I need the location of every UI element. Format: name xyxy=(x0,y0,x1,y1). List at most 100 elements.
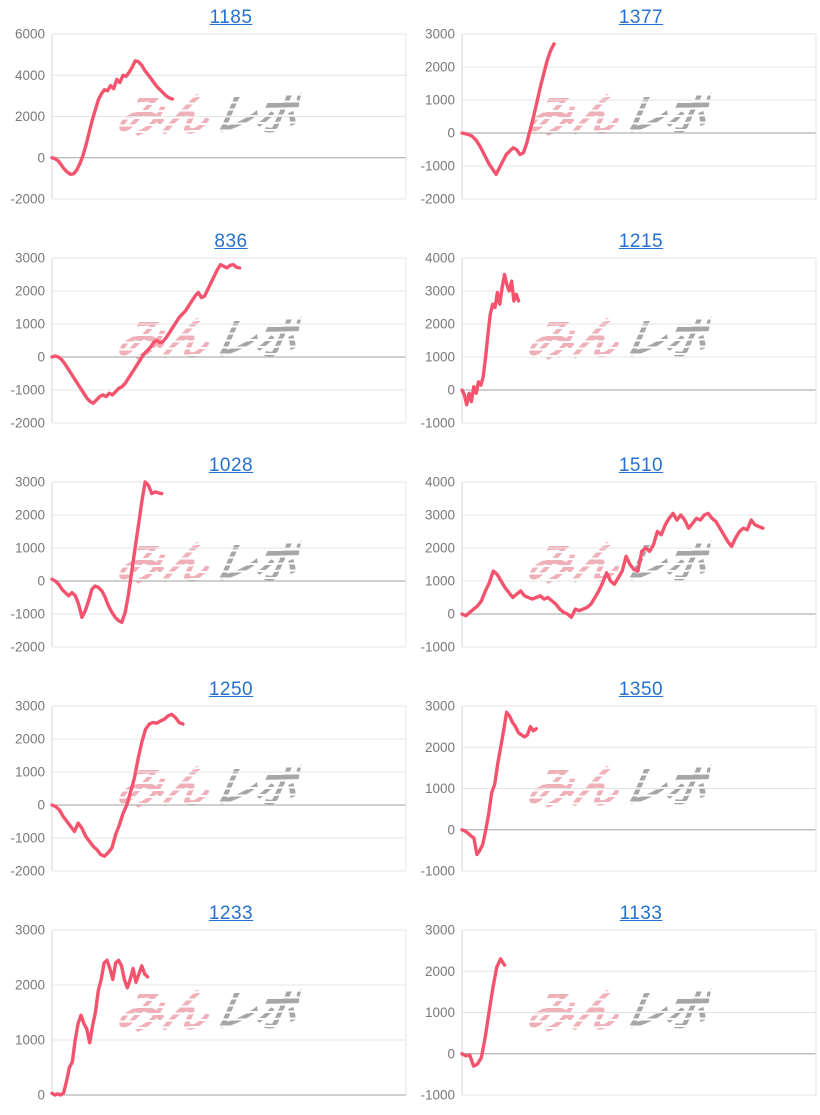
chart-title-link[interactable]: 836 xyxy=(214,231,248,252)
y-tick-label: 2000 xyxy=(425,740,455,755)
y-tick-label: 2000 xyxy=(15,284,45,299)
y-tick-label: 2000 xyxy=(15,732,45,747)
chart-card-1215: 1215 みんレポ 4000 3000 2000 1000 0 -1000 xyxy=(410,224,820,448)
y-tick-label: 4000 xyxy=(425,475,455,490)
chart-title-row: 1510 xyxy=(410,448,820,476)
profit-line xyxy=(460,710,539,857)
y-tick-label: 6000 xyxy=(15,27,45,42)
chart-title-row: 1350 xyxy=(410,672,820,700)
y-tick-label: 1000 xyxy=(15,541,45,556)
y-tick-label: -2000 xyxy=(10,640,45,655)
y-tick-label: 4000 xyxy=(425,251,455,266)
y-tick-label: 2000 xyxy=(15,508,45,523)
chart-card-1510: 1510 みんレポ 4000 3000 2000 1000 0 -1000 xyxy=(410,448,820,672)
line-chart: 3000 2000 1000 0 -1000 xyxy=(420,923,817,1103)
chart-title-link[interactable]: 1250 xyxy=(208,679,254,700)
profit-line xyxy=(460,957,507,1068)
line-chart: 3000 2000 1000 0 -1000 -2000 xyxy=(10,475,407,655)
chart-title-row: 1250 xyxy=(0,672,410,700)
line-chart: 4000 3000 2000 1000 0 -1000 xyxy=(420,475,817,655)
y-tick-label: 1000 xyxy=(425,574,455,589)
y-tick-label: 3000 xyxy=(15,251,45,266)
chart-title-link[interactable]: 1185 xyxy=(209,7,253,28)
y-tick-label: 0 xyxy=(447,822,455,837)
y-tick-label: -2000 xyxy=(10,416,45,431)
chart-title-row: 1233 xyxy=(0,896,410,924)
y-tick-label: 1000 xyxy=(425,1005,455,1020)
y-tick-label: 2000 xyxy=(15,109,45,124)
y-tick-label: 0 xyxy=(447,126,455,141)
line-chart: 3000 2000 1000 0 xyxy=(15,923,407,1103)
profit-line xyxy=(460,42,556,177)
profit-line xyxy=(460,511,765,620)
y-tick-label: 0 xyxy=(37,350,45,365)
line-chart: 6000 4000 2000 0 -2000 xyxy=(10,27,407,207)
profit-line xyxy=(50,712,185,858)
y-tick-label: 1000 xyxy=(15,1033,45,1048)
y-tick-label: 3000 xyxy=(425,27,455,42)
chart-card-1133: 1133 みんレポ 3000 2000 1000 0 -1000 xyxy=(410,896,820,1115)
y-tick-label: 1000 xyxy=(15,317,45,332)
y-tick-label: -1000 xyxy=(420,640,455,655)
chart-card-1350: 1350 みんレポ 3000 2000 1000 0 -1000 xyxy=(410,672,820,896)
chart-title-row: 1028 xyxy=(0,448,410,476)
y-tick-label: 1000 xyxy=(425,93,455,108)
y-tick-label: -1000 xyxy=(10,383,45,398)
y-tick-label: 1000 xyxy=(425,781,455,796)
y-tick-label: 3000 xyxy=(15,475,45,490)
y-tick-label: 1000 xyxy=(425,350,455,365)
chart-title-row: 1133 xyxy=(410,896,820,924)
chart-title-link[interactable]: 1233 xyxy=(208,903,254,924)
y-tick-label: 0 xyxy=(37,574,45,589)
line-chart: 4000 3000 2000 1000 0 -1000 xyxy=(420,251,817,431)
chart-card-836: 836 みんレポ 3000 2000 1000 0 -1000 -2000 xyxy=(0,224,410,448)
y-tick-label: 2000 xyxy=(425,60,455,75)
y-tick-label: 0 xyxy=(37,798,45,813)
chart-title-link[interactable]: 1028 xyxy=(208,455,254,476)
y-tick-label: -1000 xyxy=(420,1088,455,1103)
chart-title-row: 836 xyxy=(0,224,410,252)
y-tick-label: 3000 xyxy=(425,923,455,938)
profit-line xyxy=(50,958,150,1097)
chart-card-1250: 1250 みんレポ 3000 2000 1000 0 -1000 -2000 xyxy=(0,672,410,896)
profit-line xyxy=(50,480,164,625)
chart-title-link[interactable]: 1377 xyxy=(618,7,664,28)
line-chart: 3000 2000 1000 0 -1000 -2000 xyxy=(10,251,407,431)
y-tick-label: -1000 xyxy=(10,607,45,622)
chart-card-1185: 1185 みんレポ 6000 4000 2000 0 -2000 xyxy=(0,0,410,224)
profit-line xyxy=(50,59,175,177)
y-tick-label: 4000 xyxy=(15,68,45,83)
chart-title-link[interactable]: 1510 xyxy=(618,455,664,476)
chart-title-row: 1185 xyxy=(0,0,410,28)
chart-title-row: 1215 xyxy=(410,224,820,252)
y-tick-label: 0 xyxy=(447,607,455,622)
chart-title-link[interactable]: 1133 xyxy=(619,903,663,924)
y-tick-label: -2000 xyxy=(10,864,45,879)
profit-line xyxy=(460,272,521,407)
chart-card-1377: 1377 みんレポ 3000 2000 1000 0 -1000 -2000 xyxy=(410,0,820,224)
chart-title-link[interactable]: 1215 xyxy=(618,231,664,252)
y-tick-label: 0 xyxy=(37,150,45,165)
y-tick-label: 0 xyxy=(447,383,455,398)
line-chart: 3000 2000 1000 0 -1000 -2000 xyxy=(420,27,817,207)
y-tick-label: -1000 xyxy=(420,864,455,879)
y-tick-label: -1000 xyxy=(420,159,455,174)
y-tick-label: 0 xyxy=(447,1046,455,1061)
line-chart: 3000 2000 1000 0 -1000 xyxy=(420,699,817,879)
y-tick-label: 2000 xyxy=(425,317,455,332)
y-tick-label: 2000 xyxy=(15,978,45,993)
chart-title-link[interactable]: 1350 xyxy=(618,679,664,700)
y-tick-label: 3000 xyxy=(425,284,455,299)
y-tick-label: -2000 xyxy=(10,192,45,207)
y-tick-label: 3000 xyxy=(15,699,45,714)
y-tick-label: -2000 xyxy=(420,192,455,207)
y-tick-label: 1000 xyxy=(15,765,45,780)
line-chart: 3000 2000 1000 0 -1000 -2000 xyxy=(10,699,407,879)
y-tick-label: 0 xyxy=(37,1088,45,1103)
y-tick-label: -1000 xyxy=(10,831,45,846)
y-tick-label: 3000 xyxy=(15,923,45,938)
y-tick-label: -1000 xyxy=(420,416,455,431)
y-tick-label: 2000 xyxy=(425,541,455,556)
y-tick-label: 3000 xyxy=(425,508,455,523)
